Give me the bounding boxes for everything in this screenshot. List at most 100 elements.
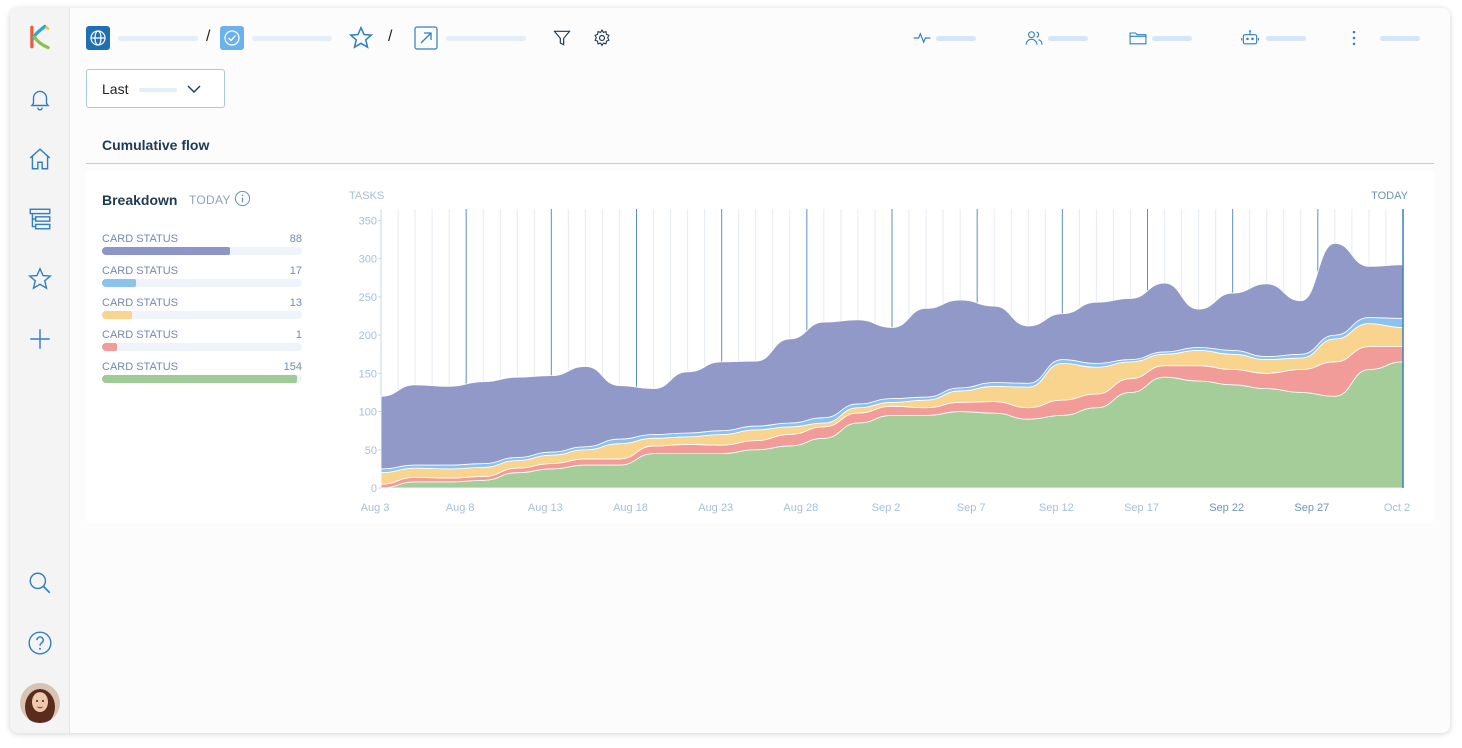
help-button[interactable] (25, 628, 55, 658)
workspace-name-placeholder (118, 35, 198, 41)
x-tick-label: Aug 23 (698, 502, 733, 514)
chevron-down-icon (187, 85, 201, 93)
y-tick-label: 300 (359, 254, 377, 266)
report-name-placeholder (446, 35, 526, 41)
home-button[interactable] (25, 144, 55, 174)
breakdown-bar-track (102, 375, 302, 383)
info-icon[interactable] (234, 190, 251, 207)
y-tick-label: 350 (359, 215, 377, 227)
check-circle-icon (220, 26, 244, 50)
home-icon (29, 148, 51, 170)
today-label: TODAY (1371, 190, 1409, 202)
breakdown-row[interactable]: CARD STATUS 1 (102, 329, 302, 355)
workspace-breadcrumb[interactable] (86, 26, 198, 50)
x-tick-label: Aug 3 (361, 502, 390, 514)
star-icon (27, 266, 53, 290)
y-tick-label: 250 (359, 292, 377, 304)
more-icon (1352, 30, 1356, 46)
breakdown-value: 13 (289, 297, 302, 309)
y-tick-label: 100 (359, 407, 377, 419)
breakdown-value: 154 (283, 361, 302, 373)
breakdown-label: CARD STATUS (102, 233, 178, 245)
x-tick-label: Aug 13 (528, 502, 563, 514)
filter-button[interactable] (552, 26, 572, 50)
breakdown-row[interactable]: CARD STATUS 154 (102, 361, 302, 387)
boards-icon (29, 208, 51, 230)
avatar[interactable] (20, 683, 60, 723)
users-icon (1025, 31, 1043, 45)
user-avatar-image (20, 683, 60, 723)
y-tick-label: 0 (371, 483, 377, 495)
breakdown-bar-track (102, 343, 302, 351)
breakdown-row[interactable]: CARD STATUS 17 (102, 265, 302, 291)
sidebar (10, 8, 70, 733)
files-placeholder (1152, 35, 1192, 41)
favorite-toggle[interactable] (348, 25, 374, 50)
x-tick-label: Sep 12 (1039, 502, 1074, 514)
search-button[interactable] (25, 568, 55, 598)
breakdown-bar-track (102, 311, 302, 319)
x-tick-label: Aug 18 (613, 502, 648, 514)
activity-placeholder (936, 35, 976, 41)
breakdown-title: Breakdown (102, 192, 178, 208)
app-logo[interactable] (25, 22, 55, 52)
breakdown-bar-track (102, 247, 302, 255)
filter-icon (553, 30, 571, 46)
favorites-button[interactable] (25, 264, 55, 294)
add-button[interactable] (25, 324, 55, 354)
breakdown-label: CARD STATUS (102, 265, 178, 277)
settings-button[interactable] (592, 26, 612, 50)
board-breadcrumb[interactable] (220, 26, 332, 50)
report-breadcrumb[interactable] (414, 26, 526, 50)
period-value-placeholder (139, 88, 177, 92)
chart-card: Breakdown TODAY CARD STATUS 88 CARD STAT… (86, 171, 1434, 523)
breakdown-bar-fill (102, 279, 136, 287)
y-tick-label: 50 (365, 445, 377, 457)
users-menu[interactable] (1024, 26, 1088, 50)
activity-icon (913, 32, 931, 44)
x-tick-label: Sep 7 (957, 502, 986, 514)
section-title: Cumulative flow (102, 137, 210, 153)
breakdown-label: CARD STATUS (102, 329, 178, 341)
external-link-icon (414, 26, 438, 50)
notifications-button[interactable] (25, 84, 55, 114)
x-tick-label: Sep 27 (1294, 502, 1329, 514)
help-icon (28, 631, 52, 655)
breakdown-value: 1 (295, 329, 302, 341)
breakdown-label: CARD STATUS (102, 297, 178, 309)
x-tick-label: Sep 2 (872, 502, 901, 514)
x-tick-label: Aug 8 (446, 502, 475, 514)
globe-icon (86, 26, 110, 50)
gear-icon (594, 29, 610, 47)
more-menu[interactable] (1344, 26, 1420, 50)
search-icon (29, 572, 51, 594)
chart-areas (380, 242, 1404, 489)
breakdown-label: CARD STATUS (102, 361, 178, 373)
board-name-placeholder (252, 35, 332, 41)
automation-placeholder (1266, 35, 1306, 41)
app-window: / / (10, 8, 1450, 733)
period-select[interactable]: Last (86, 69, 225, 108)
robot-icon (1241, 30, 1259, 45)
files-menu[interactable] (1128, 26, 1192, 50)
x-tick-label: Sep 17 (1124, 502, 1159, 514)
activity-menu[interactable] (912, 26, 976, 50)
period-select-label: Last (102, 81, 129, 97)
users-placeholder (1048, 35, 1088, 41)
breakdown-row[interactable]: CARD STATUS 88 (102, 233, 302, 259)
boards-button[interactable] (25, 204, 55, 234)
automation-menu[interactable] (1240, 26, 1306, 50)
breakdown-period: TODAY (189, 193, 231, 207)
breakdown-row[interactable]: CARD STATUS 13 (102, 297, 302, 323)
y-tick-label: 200 (359, 330, 377, 342)
breakdown-value: 17 (289, 265, 302, 277)
breakdown-bar-fill (102, 311, 132, 319)
top-toolbar: / / (70, 8, 1450, 70)
breadcrumb-separator: / (388, 28, 393, 45)
x-tick-label: Sep 22 (1209, 502, 1244, 514)
breakdown-bar-fill (102, 247, 230, 255)
x-tick-label: Oct 2 (1384, 502, 1410, 514)
breadcrumb-separator: / (206, 28, 211, 45)
more-placeholder (1380, 35, 1420, 41)
x-tick-label: Aug 28 (783, 502, 818, 514)
